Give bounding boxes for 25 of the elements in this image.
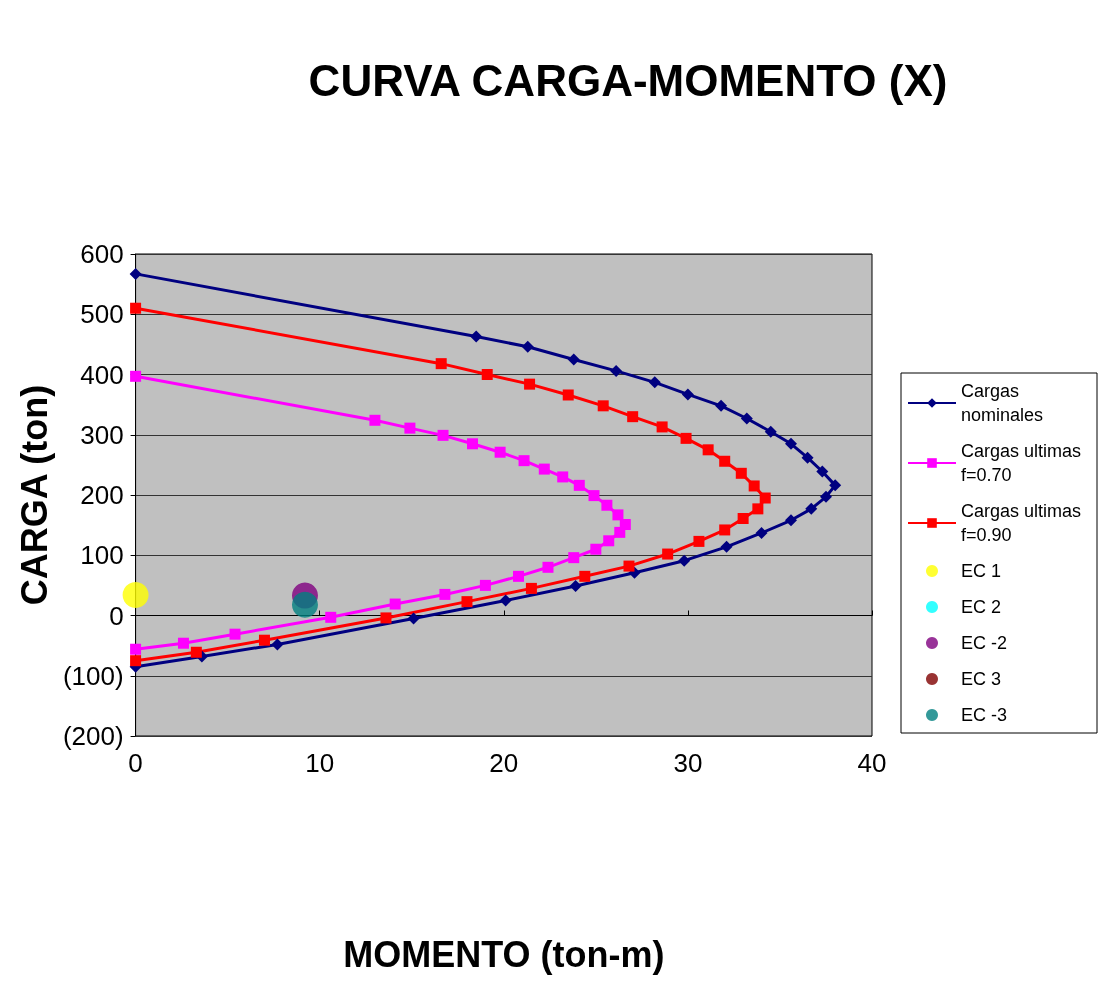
legend-label: EC 1 <box>961 561 1002 581</box>
x-tick-label: 30 <box>673 748 703 778</box>
x-tick-label: 40 <box>857 748 887 778</box>
legend-label: Cargas ultimas f=0.70 <box>961 441 1087 485</box>
y-tick-label: 300 <box>80 419 124 450</box>
x-tick-label: 10 <box>305 748 335 778</box>
legend-label: EC 3 <box>961 669 1002 689</box>
y-tick-label: 100 <box>80 540 124 571</box>
y-tick-label: 200 <box>80 480 124 510</box>
legend-label: EC 2 <box>961 597 1002 617</box>
y-tick-label: 500 <box>80 299 124 330</box>
y-tick-label: (100) <box>62 660 124 691</box>
x-tick-label: 0 <box>128 748 143 778</box>
legend-label: Cargas nominales <box>961 381 1044 425</box>
chart-title: CURVA CARGA-MOMENTO (X) <box>308 55 948 105</box>
x-tick-label: 20 <box>489 748 519 778</box>
y-tick-label: 0 <box>109 600 124 631</box>
legend-label: EC -2 <box>961 633 1008 653</box>
y-axis-title: CARGA (ton) <box>13 384 55 606</box>
y-tick-label: 400 <box>80 359 124 390</box>
y-tick-label: (200) <box>62 721 124 751</box>
y-tick-label: 600 <box>80 239 124 269</box>
legend-label: EC -3 <box>961 705 1008 725</box>
x-axis-title: MOMENTO (ton-m) <box>343 933 665 975</box>
legend-label: Cargas ultimas f=0.90 <box>961 501 1087 545</box>
